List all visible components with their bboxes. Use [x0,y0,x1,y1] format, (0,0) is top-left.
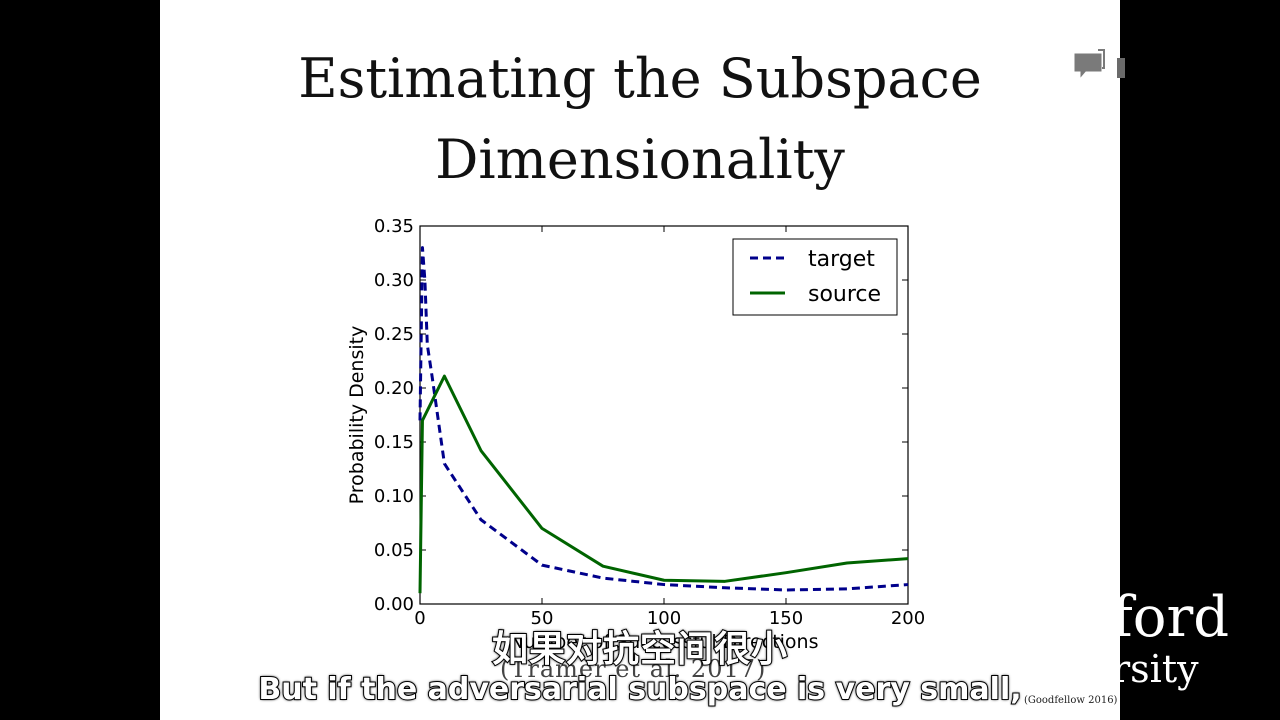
subtitle-english: But if the adversarial subspace is very … [257,671,1022,708]
y-tick-label: 0.35 [374,216,414,237]
y-tick-label: 0.00 [374,594,414,615]
slide-title: Estimating the Subspace Dimensionality [160,38,1120,200]
y-tick-label: 0.30 [374,270,414,291]
university-logo-line-1: ford [1112,585,1230,650]
legend-label-source: source [808,282,881,307]
slide-title-line-2: Dimensionality [435,128,845,191]
citation: (Tramèr et al. 2017) [500,655,767,683]
y-tick-label: 0.10 [374,486,414,507]
y-tick-label: 0.05 [374,540,414,561]
slide-credit: (Goodfellow 2016) [1024,695,1118,706]
overlay-button-edge[interactable] [1117,58,1125,78]
subtitle-chinese: 如果对抗空间很小 [491,628,788,671]
x-tick-label: 150 [769,608,803,629]
y-tick-label: 0.15 [374,432,414,453]
university-logo-line-2: rsity [1112,647,1199,691]
legend-box [732,238,898,316]
y-tick-label: 0.25 [374,324,414,345]
y-axis-label: Probability Density [346,326,368,505]
x-tick-label: 100 [647,608,681,629]
y-tick-label: 0.20 [374,378,414,399]
x-tick-label: 0 [414,608,425,629]
slide-title-line-1: Estimating the Subspace [298,47,982,110]
legend-label-target: target [808,247,875,272]
series-line-target [418,246,909,592]
slide: Estimating the Subspace Dimensionality 0… [160,0,1120,720]
comment-icon[interactable] [1072,48,1106,82]
x-axis-label: Number of Successful Directions [510,631,819,653]
x-tick-label: 50 [531,608,554,629]
probability-density-chart: 0.00 0.05 0.10 0.15 0.20 0.25 0.30 0.35 0 50 100 15… [346,216,925,653]
x-tick-label: 200 [891,608,925,629]
series-line-source [418,374,909,594]
